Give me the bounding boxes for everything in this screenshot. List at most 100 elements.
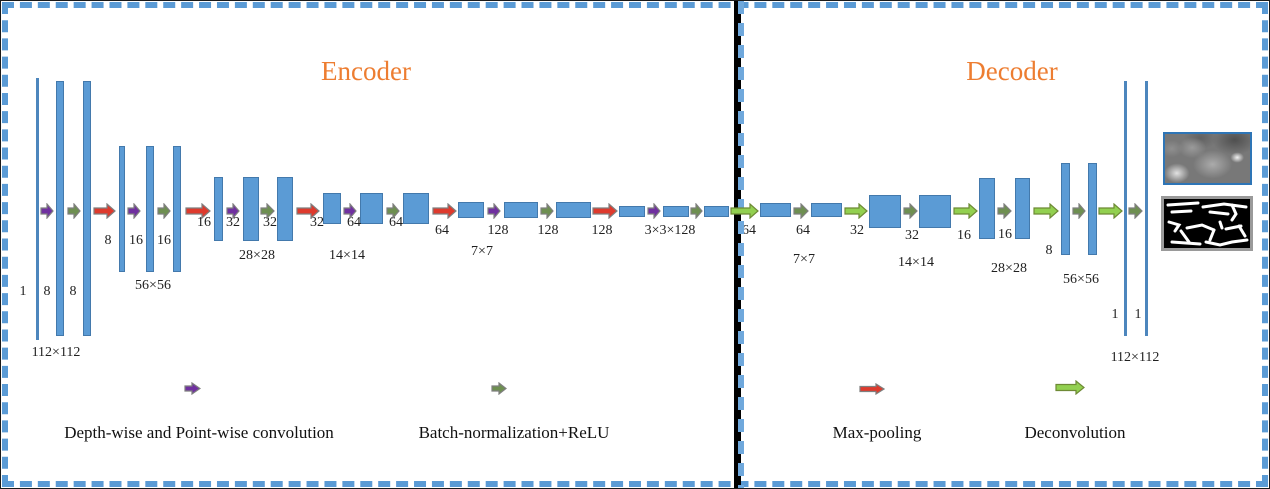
size-label: 14×14 bbox=[898, 255, 934, 270]
legend-label: Batch-normalization+ReLU bbox=[418, 423, 610, 442]
channel-label: 32 bbox=[226, 215, 240, 230]
channel-label: 8 bbox=[43, 284, 51, 299]
bn-relu-arrow-icon bbox=[690, 202, 703, 220]
feature-line bbox=[36, 78, 39, 340]
bn-relu-arrow-icon bbox=[1072, 202, 1086, 220]
feature-bar bbox=[119, 146, 125, 272]
deconv-arrow-icon bbox=[953, 202, 978, 220]
bn-relu-arrow-icon bbox=[67, 202, 81, 220]
deconv-arrow-icon bbox=[730, 202, 759, 220]
size-label: 3×3×128 bbox=[644, 223, 696, 238]
channel-label: 64 bbox=[742, 223, 756, 238]
conv-arrow-icon bbox=[343, 202, 357, 220]
feature-line bbox=[1124, 81, 1127, 336]
encoder-decoder-divider bbox=[734, 1, 741, 488]
divider-blue-dashes bbox=[738, 1, 744, 488]
channel-label: 32 bbox=[310, 215, 324, 230]
feature-bar bbox=[869, 195, 901, 228]
size-label: 56×56 bbox=[135, 278, 171, 293]
feature-bar bbox=[811, 203, 842, 217]
size-label: 56×56 bbox=[1063, 272, 1099, 287]
feature-bar bbox=[277, 177, 293, 241]
conv-arrow-icon bbox=[184, 381, 202, 396]
bn-relu-arrow-icon bbox=[260, 202, 275, 220]
feature-bar bbox=[56, 81, 64, 336]
channel-label: 16 bbox=[157, 233, 171, 248]
size-label: 14×14 bbox=[329, 248, 365, 263]
size-label: 112×112 bbox=[31, 345, 81, 360]
conv-arrow-icon bbox=[127, 202, 141, 220]
size-label: 28×28 bbox=[239, 248, 275, 263]
channel-label: 8 bbox=[104, 233, 112, 248]
conv-arrow-icon bbox=[487, 202, 501, 220]
output-intensity-image bbox=[1163, 132, 1252, 185]
channel-label: 64 bbox=[347, 215, 361, 230]
channel-label: 1 bbox=[1111, 307, 1119, 322]
maxpool-arrow-icon bbox=[432, 202, 457, 220]
channel-label: 1 bbox=[1134, 307, 1142, 322]
bn-relu-arrow-icon bbox=[793, 202, 809, 220]
feature-bar bbox=[146, 146, 154, 272]
feature-bar bbox=[663, 206, 689, 217]
encoder-title: Encoder bbox=[321, 56, 411, 86]
maxpool-arrow-icon bbox=[185, 202, 211, 220]
deconv-arrow-icon bbox=[1055, 379, 1085, 396]
maxpool-arrow-icon bbox=[296, 202, 320, 220]
size-label: 112×112 bbox=[1110, 350, 1160, 365]
feature-bar bbox=[619, 206, 645, 217]
legend-label: Max-pooling bbox=[832, 423, 922, 442]
channel-label: 64 bbox=[435, 223, 449, 238]
bn-relu-arrow-icon bbox=[157, 202, 171, 220]
feature-bar bbox=[403, 193, 429, 224]
deconv-arrow-icon bbox=[1098, 202, 1123, 220]
feature-bar bbox=[243, 177, 259, 241]
deconv-arrow-icon bbox=[1033, 202, 1059, 220]
feature-bar bbox=[214, 177, 223, 241]
feature-bar bbox=[173, 146, 181, 272]
bn-relu-arrow-icon bbox=[540, 202, 554, 220]
feature-bar bbox=[979, 178, 995, 239]
deconv-arrow-icon bbox=[844, 202, 868, 220]
channel-label: 128 bbox=[537, 223, 559, 238]
crack-mask-drawing bbox=[1164, 199, 1250, 248]
channel-label: 16 bbox=[998, 227, 1012, 242]
feature-bar bbox=[360, 193, 383, 224]
channel-label: 8 bbox=[1045, 243, 1053, 258]
decoder-title: Decoder bbox=[966, 56, 1058, 86]
channel-label: 32 bbox=[850, 223, 864, 238]
feature-bar bbox=[1015, 178, 1030, 239]
conv-arrow-icon bbox=[647, 202, 661, 220]
size-label: 7×7 bbox=[471, 244, 493, 259]
channel-label: 1 bbox=[19, 284, 27, 299]
size-label: 28×28 bbox=[991, 261, 1027, 276]
maxpool-arrow-icon bbox=[93, 202, 116, 220]
maxpool-arrow-icon bbox=[592, 202, 618, 220]
feature-bar bbox=[458, 202, 484, 218]
bn-relu-arrow-icon bbox=[997, 202, 1012, 220]
feature-bar bbox=[1088, 163, 1097, 255]
feature-bar bbox=[704, 206, 729, 217]
feature-bar bbox=[83, 81, 91, 336]
feature-bar bbox=[323, 193, 341, 224]
bn-relu-arrow-icon bbox=[1128, 202, 1143, 220]
channel-label: 128 bbox=[487, 223, 509, 238]
bn-relu-arrow-icon bbox=[491, 381, 507, 396]
size-label: 7×7 bbox=[793, 252, 815, 267]
feature-bar bbox=[504, 202, 538, 218]
feature-bar bbox=[760, 203, 791, 217]
bn-relu-arrow-icon bbox=[386, 202, 400, 220]
feature-bar bbox=[919, 195, 951, 228]
legend-label: Depth-wise and Point-wise convolution bbox=[64, 423, 334, 442]
channel-label: 8 bbox=[69, 284, 77, 299]
channel-label: 64 bbox=[796, 223, 810, 238]
intensity-texture bbox=[1165, 134, 1250, 183]
channel-label: 16 bbox=[197, 215, 211, 230]
conv-arrow-icon bbox=[226, 202, 240, 220]
channel-label: 16 bbox=[957, 228, 971, 243]
feature-bar bbox=[556, 202, 591, 218]
conv-arrow-icon bbox=[40, 202, 54, 220]
legend-label: Deconvolution bbox=[1024, 423, 1126, 442]
feature-line bbox=[1145, 81, 1148, 336]
channel-label: 16 bbox=[129, 233, 143, 248]
